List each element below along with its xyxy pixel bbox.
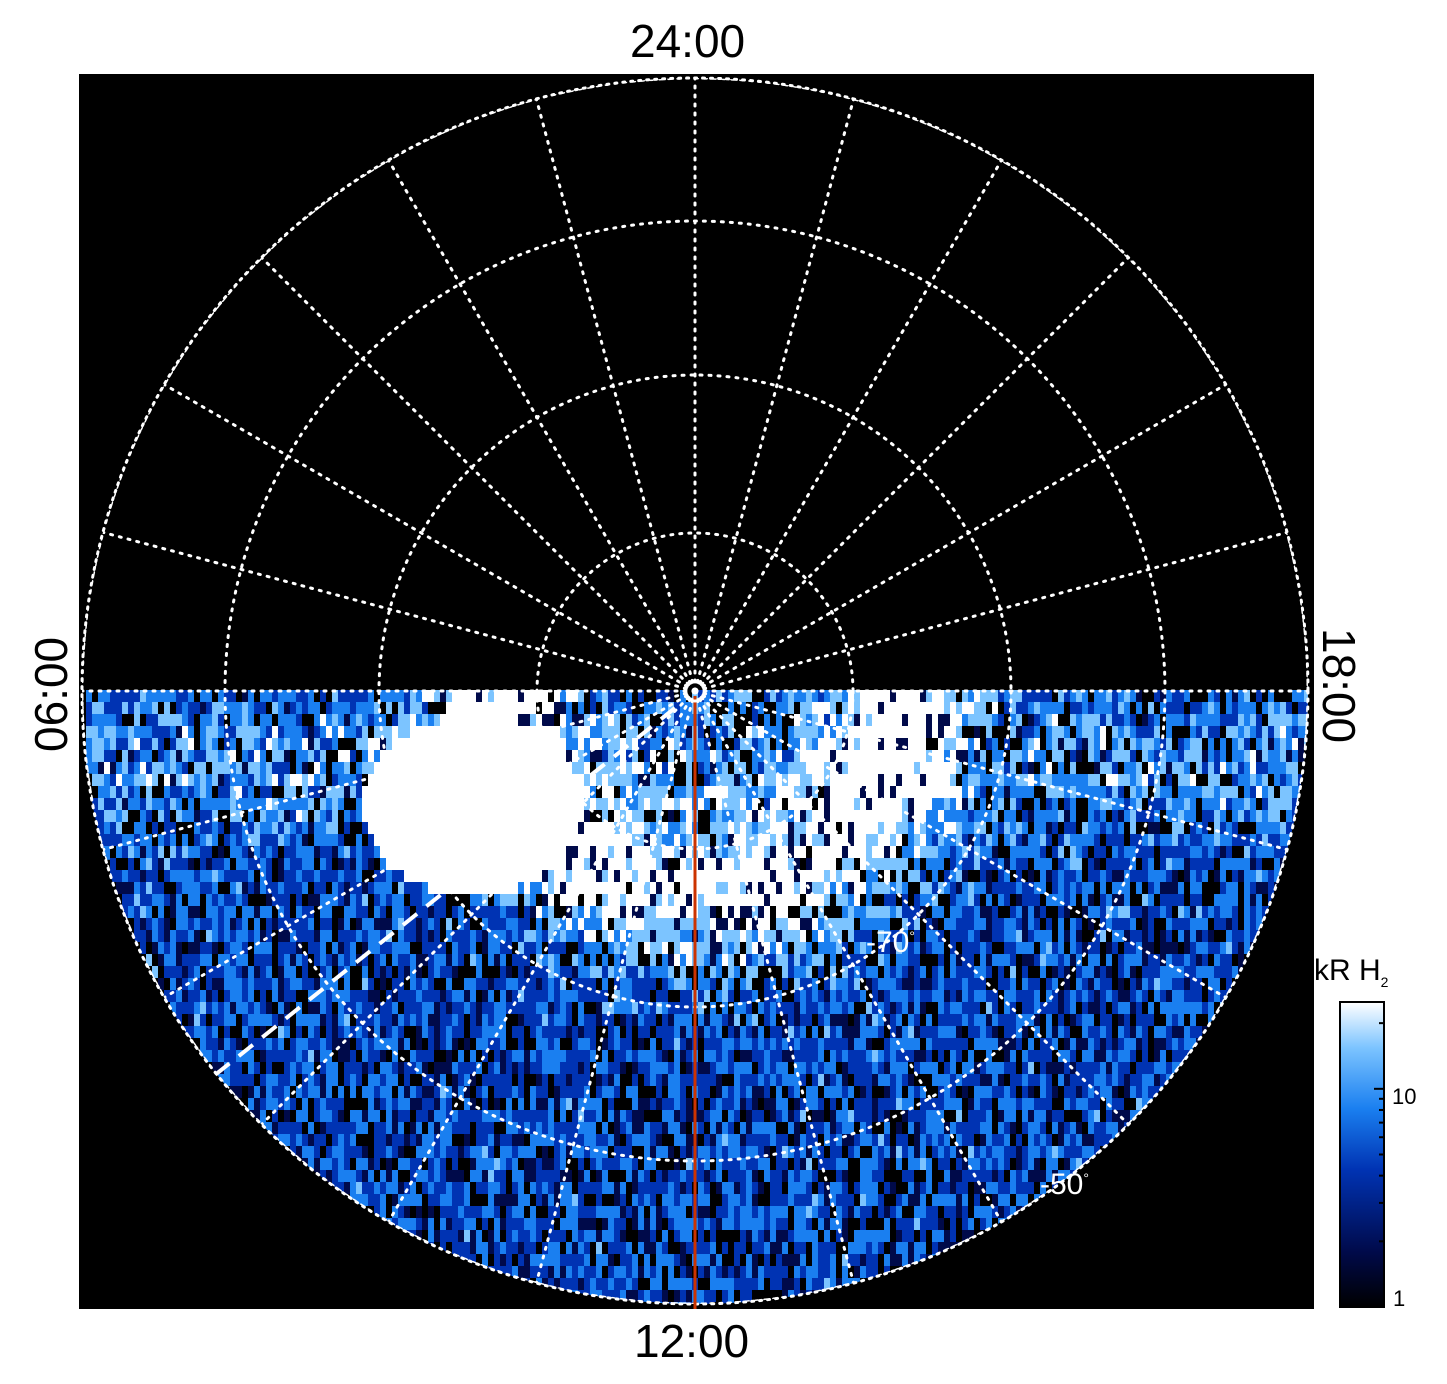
- colorbar-title: kR H2: [1314, 954, 1389, 990]
- local-time-meridian: [387, 158, 697, 693]
- local-time-meridian: [387, 689, 697, 1224]
- local-time-label-noon: 12:00: [634, 1315, 750, 1367]
- pole-marker: [683, 679, 707, 703]
- local-time-meridian: [693, 97, 856, 693]
- dashed-trajectory-line: [213, 706, 677, 1077]
- local-time-meridian: [693, 689, 1003, 1224]
- local-time-meridian: [260, 256, 697, 693]
- local-time-meridian: [693, 689, 1228, 999]
- colorbar-tick-label-10: 10: [1392, 1084, 1417, 1109]
- local-time-meridian: [101, 530, 697, 693]
- colorbar-tick-marks: [1374, 1022, 1384, 1308]
- colorbar-tick-label-1: 1: [1393, 1286, 1406, 1311]
- local-time-meridian: [534, 689, 697, 1285]
- latitude-label-50: -50°: [1040, 1168, 1089, 1201]
- local-time-meridian: [693, 256, 1130, 693]
- local-time-meridian: [101, 689, 697, 852]
- local-time-label-dusk: 18:00: [1313, 628, 1365, 744]
- local-time-meridian: [693, 383, 1228, 693]
- latitude-circle: [535, 531, 855, 851]
- local-time-meridian: [693, 530, 1289, 693]
- pole-marker-dot: [692, 688, 698, 694]
- local-time-meridian: [162, 689, 697, 999]
- colorbar: [1339, 1001, 1385, 1308]
- local-time-meridian: [260, 689, 697, 1126]
- local-time-meridian: [693, 689, 1289, 852]
- local-time-label-midnight: 24:00: [630, 15, 746, 67]
- local-time-meridian: [693, 689, 856, 1285]
- auroral-emission-map: [86, 690, 1308, 1304]
- local-time-meridian: [162, 383, 697, 693]
- local-time-meridian: [693, 689, 1130, 1126]
- local-time-meridian: [534, 97, 697, 693]
- local-time-meridian: [693, 158, 1003, 693]
- local-time-label-dawn: 06:00: [25, 636, 77, 752]
- latitude-label-70: -70°: [866, 926, 915, 959]
